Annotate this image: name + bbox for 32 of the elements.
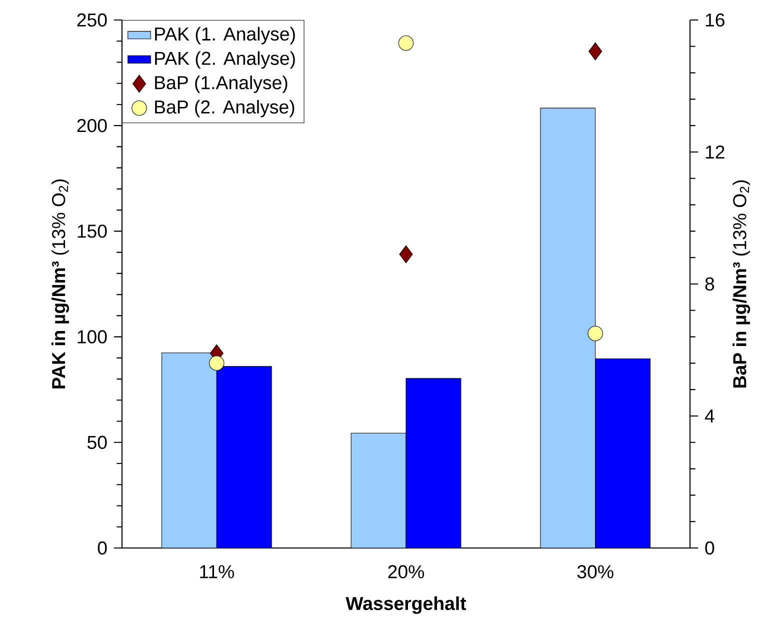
y-axis-title: PAK in µg/Nm³ (13% O$_{2}$) <box>52 180 69 388</box>
y2-tick-label: 0 <box>705 541 714 555</box>
bar <box>350 432 406 548</box>
x-tick-label: 20% <box>388 565 424 578</box>
bar <box>216 366 272 548</box>
x-tick-label: 11% <box>200 565 234 578</box>
bar <box>161 352 217 548</box>
y-tick-label: 150 <box>78 224 107 238</box>
legend-label: PAK (2. Analyse) <box>155 51 295 69</box>
y2-tick-label: 8 <box>705 277 714 291</box>
legend-label: PAK (1. Analyse) <box>155 26 295 44</box>
y-tick-label: 0 <box>98 541 107 555</box>
y2-tick-label: 16 <box>706 13 724 27</box>
y-tick-label: 200 <box>77 118 107 132</box>
point <box>399 245 413 264</box>
legend-label: BaP (1.Analyse) <box>155 76 288 93</box>
bar <box>406 378 462 548</box>
bar <box>595 358 651 548</box>
y-tick-label: 50 <box>88 436 107 449</box>
y-tick-label: 100 <box>78 330 107 344</box>
y2-axis-title: BaP in µg/Nm³ (13% O$_{2}$) <box>732 180 750 388</box>
point <box>398 35 414 51</box>
point <box>588 326 603 342</box>
point <box>588 42 602 60</box>
y2-tick-label: 12 <box>706 145 724 159</box>
x-tick-label: 30% <box>577 565 614 578</box>
y2-tick-label: 4 <box>704 410 714 422</box>
y-tick-label: 250 <box>77 13 107 27</box>
x-axis-title: Wassergehalt <box>346 596 466 614</box>
point <box>209 356 224 371</box>
legend-label: BaP (2. Analyse) <box>155 100 294 118</box>
bar <box>540 108 596 548</box>
